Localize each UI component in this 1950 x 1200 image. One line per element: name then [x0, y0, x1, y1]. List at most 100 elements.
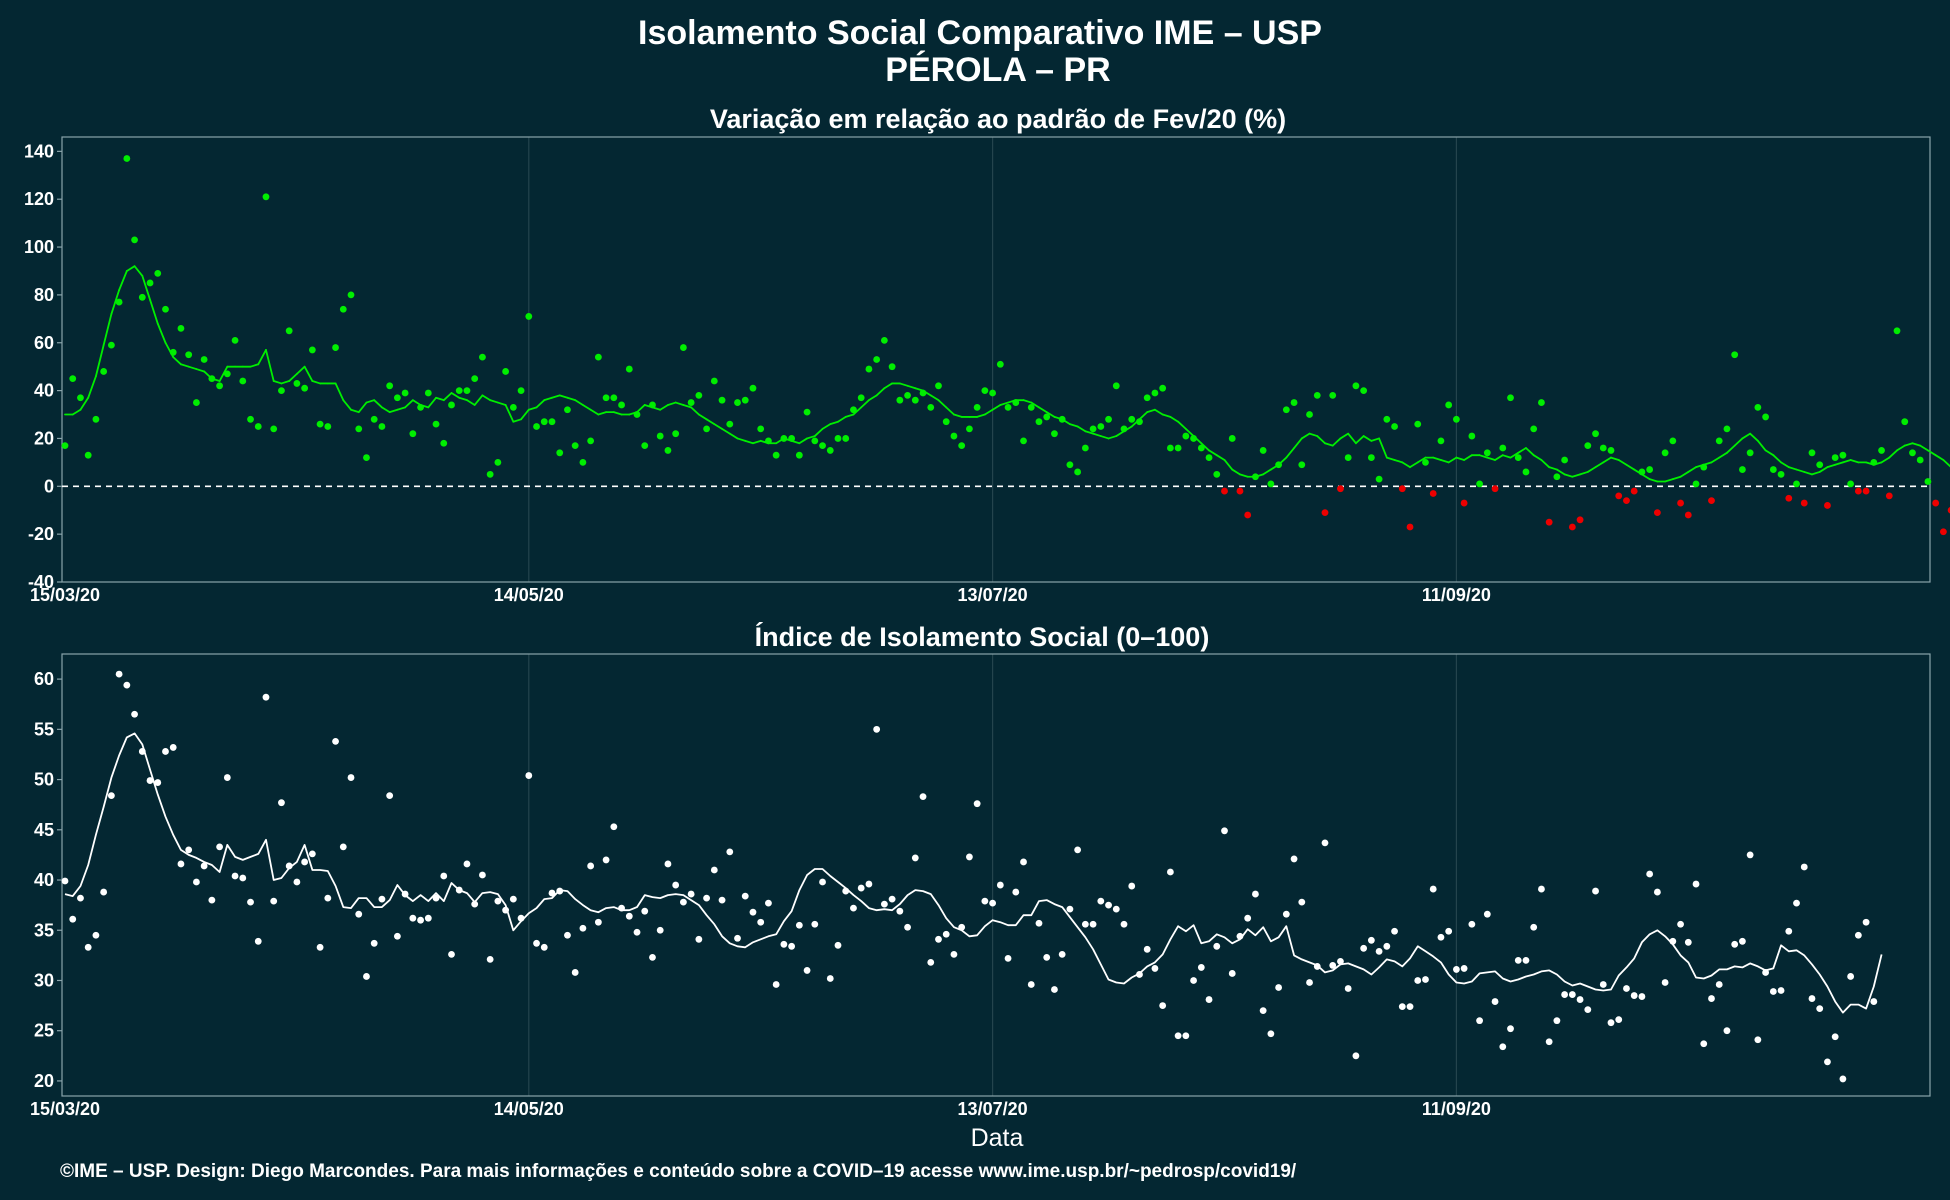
data-point: [355, 425, 363, 433]
data-point: [587, 862, 595, 870]
moving-average-segment: [1548, 466, 1558, 471]
moving-average-segment: [110, 289, 121, 315]
data-point: [409, 430, 417, 438]
moving-average-segment: [697, 413, 708, 421]
data-point: [1313, 963, 1321, 970]
data-point: [1298, 461, 1306, 469]
data-point: [239, 377, 247, 385]
data-point: [1221, 827, 1228, 835]
data-point: [935, 935, 942, 943]
moving-average-segment: [1718, 451, 1728, 459]
data-point: [896, 396, 904, 404]
data-point: [989, 899, 996, 907]
data-point: [772, 451, 780, 459]
moving-average-segment: [798, 437, 808, 445]
data-point: [278, 799, 285, 807]
moving-average-segment: [1648, 478, 1659, 483]
data-point: [301, 384, 309, 392]
moving-average-segment: [1625, 463, 1636, 471]
moving-average-segment: [1362, 435, 1373, 442]
data-point: [1112, 905, 1120, 913]
data-point: [1058, 950, 1066, 958]
data-point: [1136, 418, 1143, 426]
y-tick-label: 140: [24, 141, 54, 161]
moving-average-segment: [1749, 432, 1759, 442]
data-point: [1275, 984, 1283, 991]
data-point: [842, 887, 850, 895]
data-point: [1646, 870, 1654, 878]
moving-average-segment: [589, 408, 600, 416]
data-point: [401, 389, 409, 397]
moving-average-segment: [1447, 456, 1458, 464]
data-point: [1329, 391, 1337, 399]
moving-average-segment: [1146, 408, 1156, 414]
moving-average-segment: [249, 363, 260, 368]
data-point: [880, 900, 888, 908]
data-point: [757, 918, 765, 926]
moving-average-segment: [1223, 459, 1234, 471]
data-point: [865, 365, 873, 373]
data-point: [695, 391, 703, 399]
data-point: [803, 408, 811, 416]
data-point: [1182, 1032, 1190, 1040]
data-point: [904, 391, 911, 399]
moving-average-segment: [450, 392, 461, 399]
moving-average-segment: [1540, 459, 1551, 469]
data-point: [1862, 487, 1870, 495]
data-point: [1669, 937, 1677, 945]
data-point: [1166, 444, 1174, 452]
data-point: [1066, 905, 1074, 913]
data-point: [1282, 406, 1290, 414]
moving-average-segment: [1610, 456, 1620, 461]
moving-average-segment: [991, 404, 1002, 411]
moving-average-segment: [1030, 401, 1040, 409]
data-point: [757, 425, 765, 433]
moving-average-segment: [728, 432, 739, 440]
data-point: [1159, 384, 1167, 392]
moving-average-segment: [929, 394, 940, 402]
data-point: [649, 401, 656, 409]
data-point: [1375, 475, 1383, 483]
data-point: [718, 396, 726, 404]
data-point: [1437, 437, 1445, 445]
data-point: [880, 336, 888, 344]
moving-average-segment: [311, 380, 321, 385]
footer-credit: ©IME – USP. Design: Diego Marcondes. Par…: [60, 1161, 1297, 1182]
data-point: [1669, 437, 1677, 445]
data-point: [1143, 945, 1151, 953]
data-point: [162, 305, 169, 313]
data-point: [393, 394, 401, 402]
moving-average-segment: [674, 401, 685, 406]
data-point: [834, 435, 842, 442]
y-tick-label: 20: [34, 428, 54, 448]
moving-average-segment: [690, 406, 700, 416]
moving-average-segment: [350, 408, 360, 414]
moving-average-segment: [458, 396, 468, 402]
data-point: [417, 916, 424, 924]
moving-average-segment: [118, 270, 128, 292]
moving-average-segment: [1370, 437, 1380, 442]
data-point: [865, 880, 873, 888]
moving-average-segment: [1641, 473, 1651, 481]
moving-average-segment: [288, 372, 298, 382]
moving-average-segment: [1818, 466, 1829, 473]
x-tick-label: 15/03/20: [30, 585, 100, 605]
data-point: [1638, 993, 1646, 1000]
moving-average-segment: [829, 420, 839, 425]
moving-average-segment: [1834, 461, 1844, 466]
moving-average-segment: [1293, 437, 1303, 449]
data-point: [123, 681, 131, 689]
data-point: [169, 348, 177, 356]
data-point: [1051, 430, 1058, 438]
data-point: [1916, 456, 1924, 464]
moving-average-segment: [1331, 437, 1342, 447]
data-point: [332, 344, 339, 351]
data-point: [1120, 425, 1128, 433]
data-point: [1105, 901, 1112, 909]
panel2-title: Índice de Isolamento Social (0–100): [755, 621, 1210, 652]
data-point: [347, 291, 355, 299]
data-point: [1561, 991, 1569, 998]
data-point: [1939, 528, 1947, 536]
moving-average-segment: [435, 396, 445, 402]
